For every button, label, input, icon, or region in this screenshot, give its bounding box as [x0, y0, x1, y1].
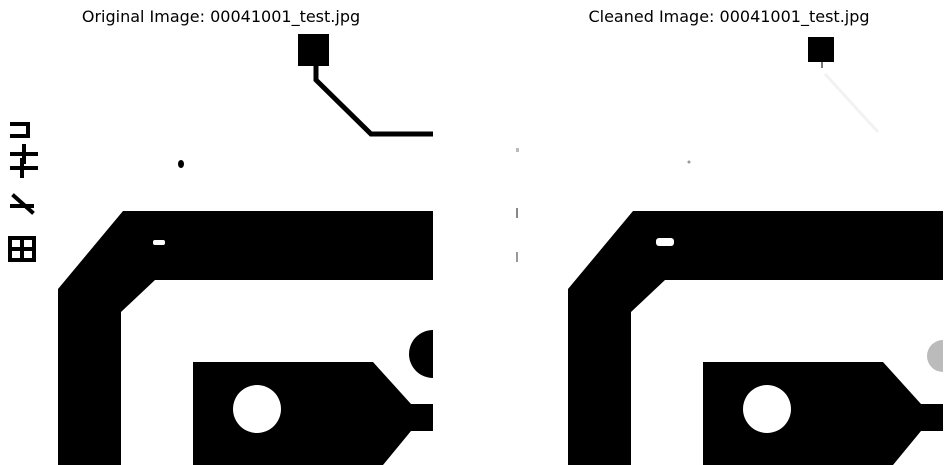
cleaned-image-title: Cleaned Image: 00041001_test.jpg [588, 7, 870, 26]
cleaned-image [563, 34, 943, 465]
silkscreen-glyphs [8, 122, 38, 262]
original-image-title: Original Image: 00041001_test.jpg [81, 7, 361, 26]
speckle-marks [516, 148, 519, 262]
original-image [53, 34, 433, 465]
